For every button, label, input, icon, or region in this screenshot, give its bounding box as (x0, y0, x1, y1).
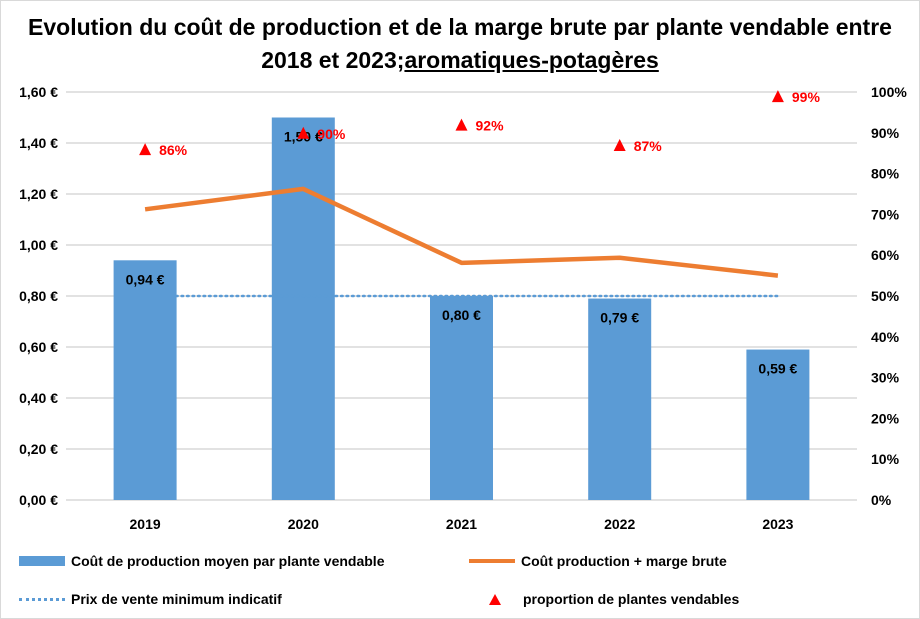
legend-triangle-label: proportion de plantes vendables (523, 591, 740, 607)
proportion-data-label: 87% (634, 138, 663, 154)
legend-dotted: Prix de vente minimum indicatif (19, 591, 282, 607)
proportion-data-label: 86% (159, 142, 188, 158)
legend-triangle-swatch (489, 593, 501, 605)
y-right-tick-label: 100% (871, 84, 907, 100)
legend-bar-label: Coût de production moyen par plante vend… (71, 553, 385, 569)
y-right-tick-label: 60% (871, 247, 900, 263)
legend-dotted-swatch (19, 597, 65, 601)
y-left-tick-label: 1,00 € (19, 237, 58, 253)
bar-2019 (113, 260, 177, 500)
legend-line-label: Coût production + marge brute (521, 553, 727, 569)
y-right-tick-label: 10% (871, 451, 900, 467)
triangle-marker-2022 (613, 139, 626, 152)
proportion-data-label: 99% (792, 89, 821, 105)
bar-2021 (430, 296, 493, 500)
proportion-data-label: 92% (476, 118, 505, 134)
triangle-marker-2020 (297, 126, 310, 139)
triangle-marker-2019 (139, 143, 152, 156)
y-left-tick-label: 0,60 € (19, 339, 58, 355)
y-left-tick-label: 0,40 € (19, 390, 58, 406)
y-right-tick-label: 40% (871, 329, 900, 345)
legend-bar: Coût de production moyen par plante vend… (19, 553, 384, 569)
proportion-data-label: 90% (317, 126, 346, 142)
bar-2023 (746, 349, 810, 500)
y-right-tick-label: 20% (871, 410, 900, 426)
y-left-tick-label: 1,60 € (19, 84, 58, 100)
x-tick-label: 2020 (288, 516, 319, 532)
y-right-tick-label: 30% (871, 370, 900, 386)
x-tick-label: 2021 (446, 516, 477, 532)
legend-triangle: proportion de plantes vendables (489, 591, 739, 607)
bar-data-label: 0,80 € (442, 307, 481, 323)
bar-2020 (271, 117, 335, 500)
title-underlined-text: aromatiques-potagères (404, 47, 659, 73)
x-tick-label: 2022 (604, 516, 635, 532)
bar-data-label: 0,94 € (126, 271, 165, 287)
triangle-marker-2023 (771, 90, 784, 103)
triangle-marker-2021 (455, 118, 468, 131)
y-left-tick-label: 0,20 € (19, 441, 58, 457)
x-tick-label: 2023 (762, 516, 793, 532)
y-right-tick-label: 70% (871, 206, 900, 222)
y-right-tick-label: 0% (871, 492, 892, 508)
legend-bar-swatch (19, 556, 65, 566)
orange-line-cost-margin (144, 186, 779, 278)
y-left-tick-label: 0,00 € (19, 492, 58, 508)
y-left-tick-label: 1,20 € (19, 186, 58, 202)
bar-2022 (588, 298, 652, 500)
x-tick-label: 2019 (130, 516, 161, 532)
bar-data-label: 0,79 € (600, 310, 639, 326)
title-text: Evolution du coût de production et de la… (28, 14, 892, 73)
chart-title: Evolution du coût de production et de la… (1, 11, 919, 77)
bar-data-label: 0,59 € (758, 361, 797, 377)
legend-dotted-label: Prix de vente minimum indicatif (71, 591, 282, 607)
y-right-tick-label: 90% (871, 125, 900, 141)
y-left-tick-label: 0,80 € (19, 288, 58, 304)
y-right-tick-label: 80% (871, 166, 900, 182)
legend-line-swatch (469, 559, 515, 563)
legend-line: Coût production + marge brute (469, 553, 727, 569)
y-right-tick-label: 50% (871, 288, 900, 304)
y-left-tick-label: 1,40 € (19, 135, 58, 151)
